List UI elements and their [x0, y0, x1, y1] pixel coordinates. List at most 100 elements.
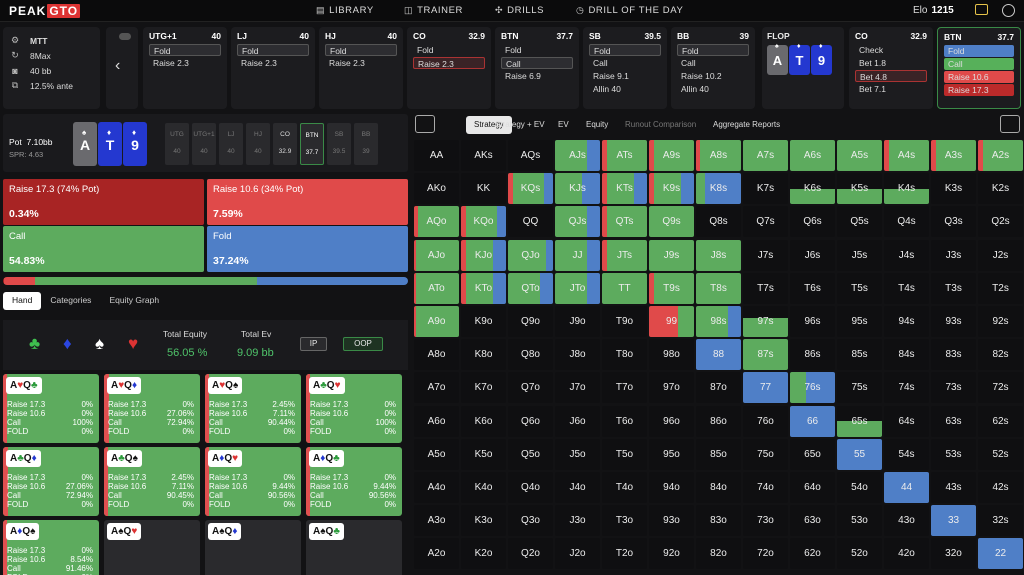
action-option[interactable]: Check: [859, 45, 884, 55]
range-cell[interactable]: Q9s: [649, 206, 694, 238]
range-cell[interactable]: A2s: [978, 140, 1023, 171]
position-card-btn[interactable]: BTN 37.7 Fold Call Raise 6.9: [495, 27, 579, 109]
range-cell[interactable]: J5s: [837, 239, 882, 271]
range-cell[interactable]: A6s: [790, 140, 835, 171]
range-cell[interactable]: 33: [931, 505, 976, 537]
hand-combo[interactable]: A♦Q♥ Raise 17.3 0% Raise 10.6 9.44% Call 90.56…: [205, 447, 301, 516]
range-cell[interactable]: A4o: [414, 472, 459, 503]
range-cell[interactable]: 62s: [978, 405, 1023, 437]
hand-combo[interactable]: A♥Q♣ Raise 17.3 0% Raise 10.6 0% Call 100% FOLD…: [3, 374, 99, 443]
range-cell[interactable]: Q6s: [790, 206, 835, 238]
range-cell[interactable]: Q2s: [978, 206, 1023, 238]
action-option[interactable]: Call: [944, 58, 1014, 70]
action-option[interactable]: Raise 6.9: [505, 71, 541, 81]
range-cell[interactable]: 76s: [790, 372, 835, 404]
position-card-utgplus1[interactable]: UTG+1 40 Fold Raise 2.3: [143, 27, 227, 109]
range-cell[interactable]: 74s: [884, 372, 929, 404]
range-cell[interactable]: Q4o: [508, 472, 553, 503]
range-cell[interactable]: 32o: [931, 538, 976, 570]
range-cell[interactable]: 55: [837, 438, 882, 470]
range-cell[interactable]: 93o: [649, 505, 694, 537]
tab-categories[interactable]: Categories: [50, 295, 92, 305]
range-cell[interactable]: J4o: [555, 472, 600, 503]
action-option[interactable]: Raise 2.3: [329, 58, 365, 68]
range-cell[interactable]: Q6o: [508, 405, 553, 437]
range-cell[interactable]: 98o: [649, 339, 694, 371]
range-cell[interactable]: 64o: [790, 472, 835, 503]
action-option[interactable]: Bet 7.1: [859, 84, 886, 94]
action-option[interactable]: Allin 40: [593, 84, 621, 94]
range-cell[interactable]: T9s: [649, 272, 694, 304]
action-option[interactable]: Call: [593, 58, 608, 68]
range-cell[interactable]: 54o: [837, 472, 882, 503]
tab-equity-graph[interactable]: Equity Graph: [109, 295, 160, 305]
range-cell[interactable]: 65o: [790, 438, 835, 470]
range-cell[interactable]: K8o: [461, 339, 506, 371]
postflop-card-co[interactable]: CO 32.9 Check Bet 1.8 Bet 4.8 Bet 7.1: [849, 27, 933, 109]
range-cell[interactable]: T6s: [790, 272, 835, 304]
range-cell[interactable]: K5o: [461, 438, 506, 470]
range-cell[interactable]: AJs: [555, 140, 600, 171]
action-button-fold[interactable]: Fold 37.24%: [207, 226, 408, 272]
range-cell[interactable]: KQo: [461, 206, 506, 238]
seat-sb[interactable]: SB 39.5: [327, 123, 351, 165]
action-option[interactable]: Fold: [677, 44, 749, 56]
range-cell[interactable]: J7s: [743, 239, 788, 271]
range-cell[interactable]: JTs: [602, 239, 647, 271]
range-cell[interactable]: Q5o: [508, 438, 553, 470]
range-cell[interactable]: Q3s: [931, 206, 976, 238]
range-cell[interactable]: JTo: [555, 272, 600, 304]
tab-hand[interactable]: Hand: [3, 292, 42, 310]
tab-equity[interactable]: Equity: [586, 120, 609, 129]
range-cell[interactable]: Q2o: [508, 538, 553, 570]
range-cell[interactable]: 22: [978, 538, 1023, 570]
range-cell[interactable]: T4o: [602, 472, 647, 503]
range-cell[interactable]: J9o: [555, 306, 600, 337]
hand-combo[interactable]: A♣Q♥ Raise 17.3 0% Raise 10.6 0% Call 100% FOLD…: [306, 374, 402, 443]
range-cell[interactable]: J3s: [931, 239, 976, 271]
hand-combo[interactable]: A♣Q♠ Raise 17.3 2.45% Raise 10.6 7.11% Call 90…: [104, 447, 200, 516]
diamond-suit-filter[interactable]: ♦: [63, 334, 72, 353]
range-cell[interactable]: 32s: [978, 505, 1023, 537]
range-cell[interactable]: K4o: [461, 472, 506, 503]
range-cell[interactable]: Q9o: [508, 306, 553, 337]
range-cell[interactable]: 83s: [931, 339, 976, 371]
hand-combo[interactable]: A♥Q♦ Raise 17.3 0% Raise 10.6 27.06% Call 72.9…: [104, 374, 200, 443]
range-cell[interactable]: A5o: [414, 438, 459, 470]
range-cell[interactable]: 94o: [649, 472, 694, 503]
range-cell[interactable]: T2s: [978, 272, 1023, 304]
range-cell[interactable]: 63o: [790, 505, 835, 537]
range-cell[interactable]: 87o: [696, 372, 741, 404]
range-cell[interactable]: T6o: [602, 405, 647, 437]
action-option[interactable]: Fold: [417, 45, 434, 55]
action-button-raise[interactable]: Raise 10.6 (34% Pot) 7.59%: [207, 179, 408, 225]
range-cell[interactable]: 97o: [649, 372, 694, 404]
range-cell[interactable]: J8o: [555, 339, 600, 371]
range-cell[interactable]: A9s: [649, 140, 694, 171]
position-card-sb[interactable]: SB 39.5 Fold Call Raise 9.1 Allin 40: [583, 27, 667, 109]
range-cell[interactable]: 52s: [978, 438, 1023, 470]
range-cell[interactable]: 73s: [931, 372, 976, 404]
range-cell[interactable]: J2s: [978, 239, 1023, 271]
range-cell[interactable]: K3o: [461, 505, 506, 537]
range-cell[interactable]: 62o: [790, 538, 835, 570]
user-icon[interactable]: [1002, 4, 1015, 17]
range-cell[interactable]: QJo: [508, 239, 553, 271]
tab-strategy[interactable]: Strategy: [466, 116, 512, 134]
range-cell[interactable]: 86o: [696, 405, 741, 437]
heart-suit-filter[interactable]: ♥: [128, 334, 139, 353]
range-cell[interactable]: 96s: [790, 306, 835, 337]
seat-utgplus1[interactable]: UTG+1 40: [192, 123, 216, 165]
range-cell[interactable]: J2o: [555, 538, 600, 570]
range-cell[interactable]: K2s: [978, 173, 1023, 205]
range-cell[interactable]: 72s: [978, 372, 1023, 404]
range-cell[interactable]: T5s: [837, 272, 882, 304]
range-cell[interactable]: 53s: [931, 438, 976, 470]
range-cell[interactable]: QTo: [508, 272, 553, 304]
action-option[interactable]: Fold: [325, 44, 397, 56]
chat-icon[interactable]: [975, 4, 988, 15]
range-cell[interactable]: 44: [884, 472, 929, 503]
range-cell[interactable]: KQs: [508, 173, 553, 205]
tab-ev[interactable]: EV: [558, 120, 569, 129]
hand-combo[interactable]: A♥Q♠ Raise 17.3 2.45% Raise 10.6 7.11% Call 90…: [205, 374, 301, 443]
